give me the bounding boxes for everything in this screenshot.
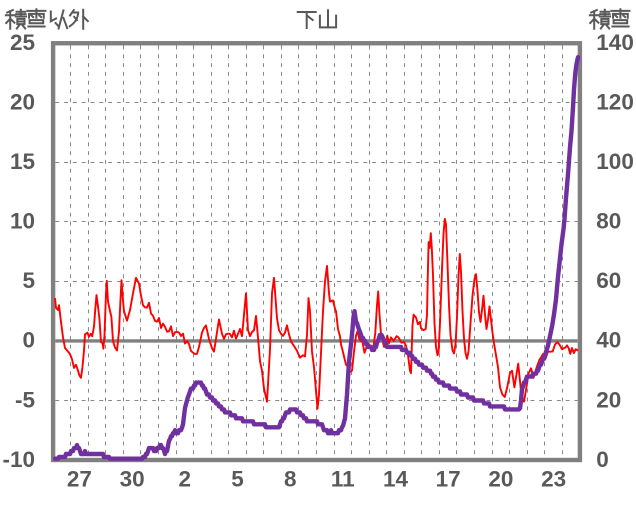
svg-text:60: 60 (596, 268, 621, 293)
svg-text:-10: -10 (2, 447, 35, 472)
svg-text:11: 11 (331, 466, 355, 491)
svg-text:8: 8 (284, 466, 297, 491)
svg-text:30: 30 (120, 466, 145, 491)
svg-text:80: 80 (596, 209, 621, 234)
svg-text:-5: -5 (15, 387, 35, 412)
svg-text:27: 27 (67, 466, 92, 491)
svg-text:100: 100 (596, 149, 634, 174)
svg-text:140: 140 (596, 30, 634, 55)
svg-text:20: 20 (596, 387, 621, 412)
svg-text:120: 120 (596, 90, 634, 115)
svg-text:25: 25 (10, 30, 35, 55)
svg-text:15: 15 (10, 149, 35, 174)
svg-text:5: 5 (22, 268, 35, 293)
svg-text:20: 20 (10, 90, 35, 115)
svg-text:10: 10 (10, 209, 35, 234)
svg-text:2: 2 (179, 466, 192, 491)
svg-text:0: 0 (596, 447, 609, 472)
svg-text:5: 5 (231, 466, 244, 491)
svg-text:17: 17 (436, 466, 461, 491)
svg-text:14: 14 (383, 466, 409, 491)
svg-text:20: 20 (488, 466, 513, 491)
svg-text:0: 0 (22, 328, 35, 353)
svg-text:23: 23 (541, 466, 566, 491)
svg-text:40: 40 (596, 328, 621, 353)
